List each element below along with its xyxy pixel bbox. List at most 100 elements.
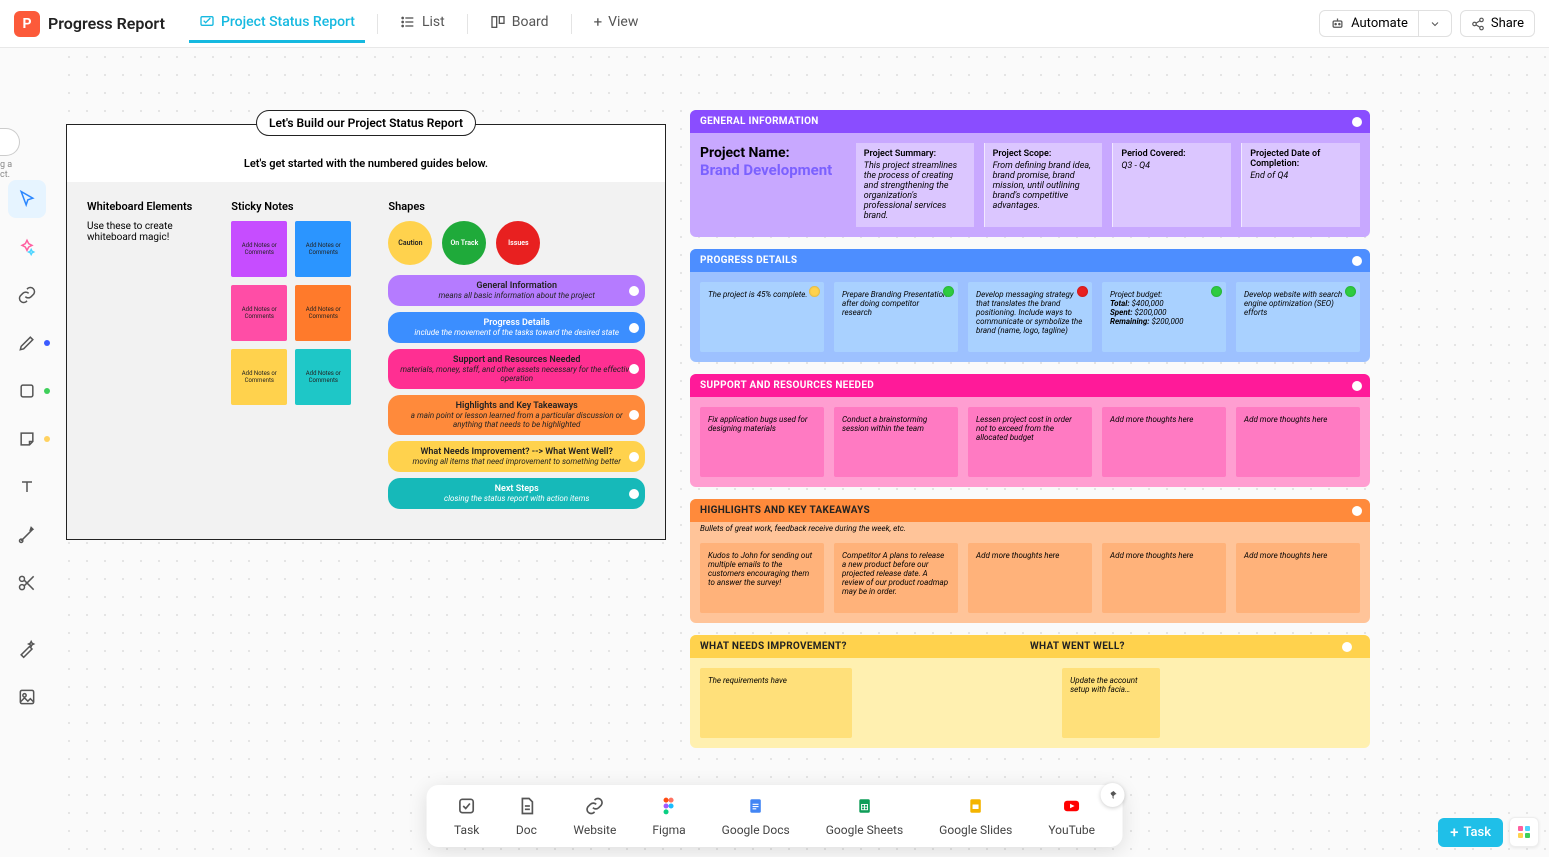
tool-magic[interactable] (8, 630, 46, 668)
sticky-note[interactable]: Add more thoughts here (1236, 407, 1360, 477)
share-label: Share (1491, 16, 1524, 31)
tab-label: View (608, 14, 638, 30)
sticky-note-sample[interactable]: Add Notes or Comments (231, 349, 287, 405)
section-header: SUPPORT AND RESOURCES NEEDED (690, 374, 1370, 397)
sticky-note[interactable]: The project is 45% complete. (700, 282, 824, 352)
insert-item-figma[interactable]: Figma (652, 795, 685, 837)
tool-rail (6, 180, 48, 716)
insert-item-label: Task (454, 823, 479, 837)
ai-icon (17, 237, 37, 257)
tab-add-view[interactable]: + View (584, 4, 649, 43)
figma-icon (658, 795, 680, 817)
apps-button[interactable] (1509, 817, 1539, 847)
share-icon (1471, 17, 1485, 31)
sticky-note-sample[interactable]: Add Notes or Comments (295, 349, 351, 405)
tool-connector[interactable] (8, 516, 46, 554)
google-slides-icon (965, 795, 987, 817)
insert-item-youtube[interactable]: YouTube (1048, 795, 1095, 837)
tab-list[interactable]: List (390, 4, 455, 43)
sticky-note[interactable]: Fix application bugs used for designing … (700, 407, 824, 477)
tool-shape[interactable] (8, 372, 46, 410)
sticky-note[interactable]: Conduct a brainstorming session within t… (834, 407, 958, 477)
section-header: PROGRESS DETAILS (690, 249, 1370, 272)
app-logo: P (14, 11, 40, 37)
insert-item-google-sheets[interactable]: Google Sheets (826, 795, 903, 837)
share-button[interactable]: Share (1460, 10, 1535, 37)
info-card: Project Scope:From defining brand idea, … (984, 143, 1103, 227)
sticky-note[interactable]: Project budget:Total: $400,000Spent: $20… (1102, 282, 1226, 352)
tab-board[interactable]: Board (480, 4, 559, 43)
topbar: P Progress Report Project Status Report … (0, 0, 1549, 48)
project-name-label: Project Name: (700, 145, 836, 161)
collapse-arrow[interactable] (0, 128, 20, 156)
tool-generate[interactable] (8, 228, 46, 266)
whiteboard-canvas[interactable]: Let's Build our Project Status Report Le… (60, 48, 1549, 857)
sticky-note[interactable]: Update the account setup with facia… (1062, 668, 1160, 738)
robot-icon (1330, 16, 1345, 31)
tab-project-status-report[interactable]: Project Status Report (189, 4, 365, 43)
info-card: Projected Date of Completion:End of Q4 (1241, 143, 1360, 227)
tool-select[interactable] (8, 180, 46, 218)
sticky-note[interactable]: Kudos to John for sending out multiple e… (700, 543, 824, 613)
status-circle[interactable]: On Track (442, 221, 486, 265)
sticky-note[interactable]: Add more thoughts here (1102, 543, 1226, 613)
automate-dropdown[interactable] (1419, 13, 1451, 35)
tab-label: List (422, 14, 445, 30)
pin-button[interactable] (1101, 783, 1125, 807)
section-bar[interactable]: Next Stepsclosing the status report with… (388, 478, 645, 509)
insert-item-website[interactable]: Website (573, 795, 616, 837)
tool-image[interactable] (8, 678, 46, 716)
section-bar[interactable]: Support and Resources Neededmaterials, m… (388, 349, 645, 389)
sticky-note-sample[interactable]: Add Notes or Comments (231, 221, 287, 277)
insert-item-doc[interactable]: Doc (515, 795, 537, 837)
separator (377, 14, 378, 34)
tool-link[interactable] (8, 276, 46, 314)
sticky-icon (17, 429, 37, 449)
square-icon (17, 381, 37, 401)
sticky-note[interactable]: Prepare Branding Presentation after doin… (834, 282, 958, 352)
tool-scissors[interactable] (8, 564, 46, 602)
col-title: Sticky Notes (231, 200, 372, 213)
sticky-note[interactable]: The requirements have (700, 668, 852, 738)
insert-item-task[interactable]: Task (454, 795, 479, 837)
tool-sticky[interactable] (8, 420, 46, 458)
app-title: Progress Report (48, 14, 165, 33)
connector-icon (17, 525, 37, 545)
section-header: HIGHLIGHTS AND KEY TAKEAWAYS (690, 499, 1370, 522)
sticky-note-sample[interactable]: Add Notes or Comments (231, 285, 287, 341)
chevron-down-icon (1429, 18, 1441, 30)
sticky-note[interactable]: Develop website with search engine optim… (1236, 282, 1360, 352)
sticky-note-sample[interactable]: Add Notes or Comments (295, 221, 351, 277)
insert-item-label: Website (573, 823, 616, 837)
insert-item-google-docs[interactable]: Google Docs (722, 795, 790, 837)
sticky-note-sample[interactable]: Add Notes or Comments (295, 285, 351, 341)
status-circle[interactable]: Issues (496, 221, 540, 265)
plus-icon: + (1450, 825, 1458, 840)
col-title: Shapes (388, 200, 645, 213)
sticky-note[interactable]: Add more thoughts here (968, 543, 1092, 613)
section-bar[interactable]: Highlights and Key Takeawaysa main point… (388, 395, 645, 435)
section-highlights: HIGHLIGHTS AND KEY TAKEAWAYS Bullets of … (690, 499, 1370, 623)
section-bar[interactable]: Progress Detailsinclude the movement of … (388, 312, 645, 343)
col-title: Whiteboard Elements (87, 200, 215, 213)
sticky-note[interactable]: Develop messaging strategy that translat… (968, 282, 1092, 352)
section-bar[interactable]: General Informationmeans all basic infor… (388, 275, 645, 306)
sticky-note[interactable]: Competitor A plans to release a new prod… (834, 543, 958, 613)
link-icon (17, 285, 37, 305)
new-task-button[interactable]: + Task (1438, 818, 1503, 847)
image-icon (17, 687, 37, 707)
sticky-note[interactable]: Lessen project cost in order not to exce… (968, 407, 1092, 477)
tool-pen[interactable] (8, 324, 46, 362)
apps-icon (1518, 826, 1530, 838)
section-bar[interactable]: What Needs Improvement? --> What Went We… (388, 441, 645, 472)
separator (571, 14, 572, 34)
tool-text[interactable] (8, 468, 46, 506)
sticky-note[interactable]: Add more thoughts here (1102, 407, 1226, 477)
sticky-note[interactable]: Add more thoughts here (1236, 543, 1360, 613)
status-circle[interactable]: Caution (388, 221, 432, 265)
pin-icon (1107, 789, 1119, 801)
info-card: Period Covered:Q3 - Q4 (1112, 143, 1231, 227)
insert-item-google-slides[interactable]: Google Slides (939, 795, 1012, 837)
automate-button[interactable]: Automate (1319, 10, 1452, 37)
text-icon (17, 477, 37, 497)
